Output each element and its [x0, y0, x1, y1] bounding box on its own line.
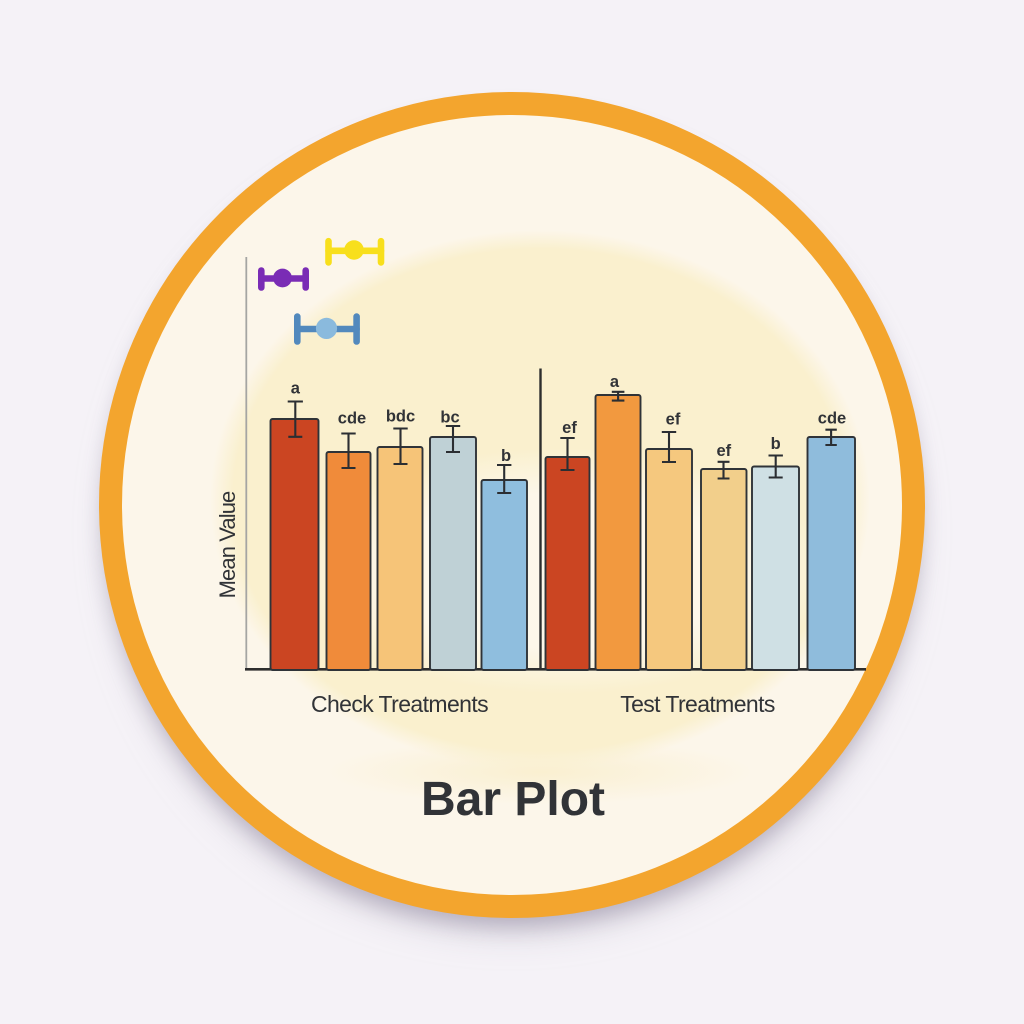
- svg-text:Mean Value: Mean Value: [215, 491, 240, 598]
- svg-text:a: a: [610, 373, 620, 391]
- svg-text:ef: ef: [716, 442, 731, 460]
- svg-text:bdc: bdc: [386, 408, 415, 426]
- svg-text:Test Treatments: Test Treatments: [620, 691, 775, 717]
- svg-text:a: a: [291, 380, 301, 398]
- svg-text:bc: bc: [440, 409, 459, 427]
- svg-text:Check Treatments: Check Treatments: [311, 691, 488, 717]
- svg-text:Bar Plot: Bar Plot: [421, 773, 605, 826]
- svg-text:b: b: [501, 447, 511, 465]
- svg-text:ef: ef: [666, 411, 681, 429]
- svg-text:b: b: [771, 435, 781, 453]
- svg-text:cde: cde: [338, 410, 366, 428]
- svg-text:ef: ef: [562, 419, 577, 437]
- svg-text:cde: cde: [818, 410, 846, 428]
